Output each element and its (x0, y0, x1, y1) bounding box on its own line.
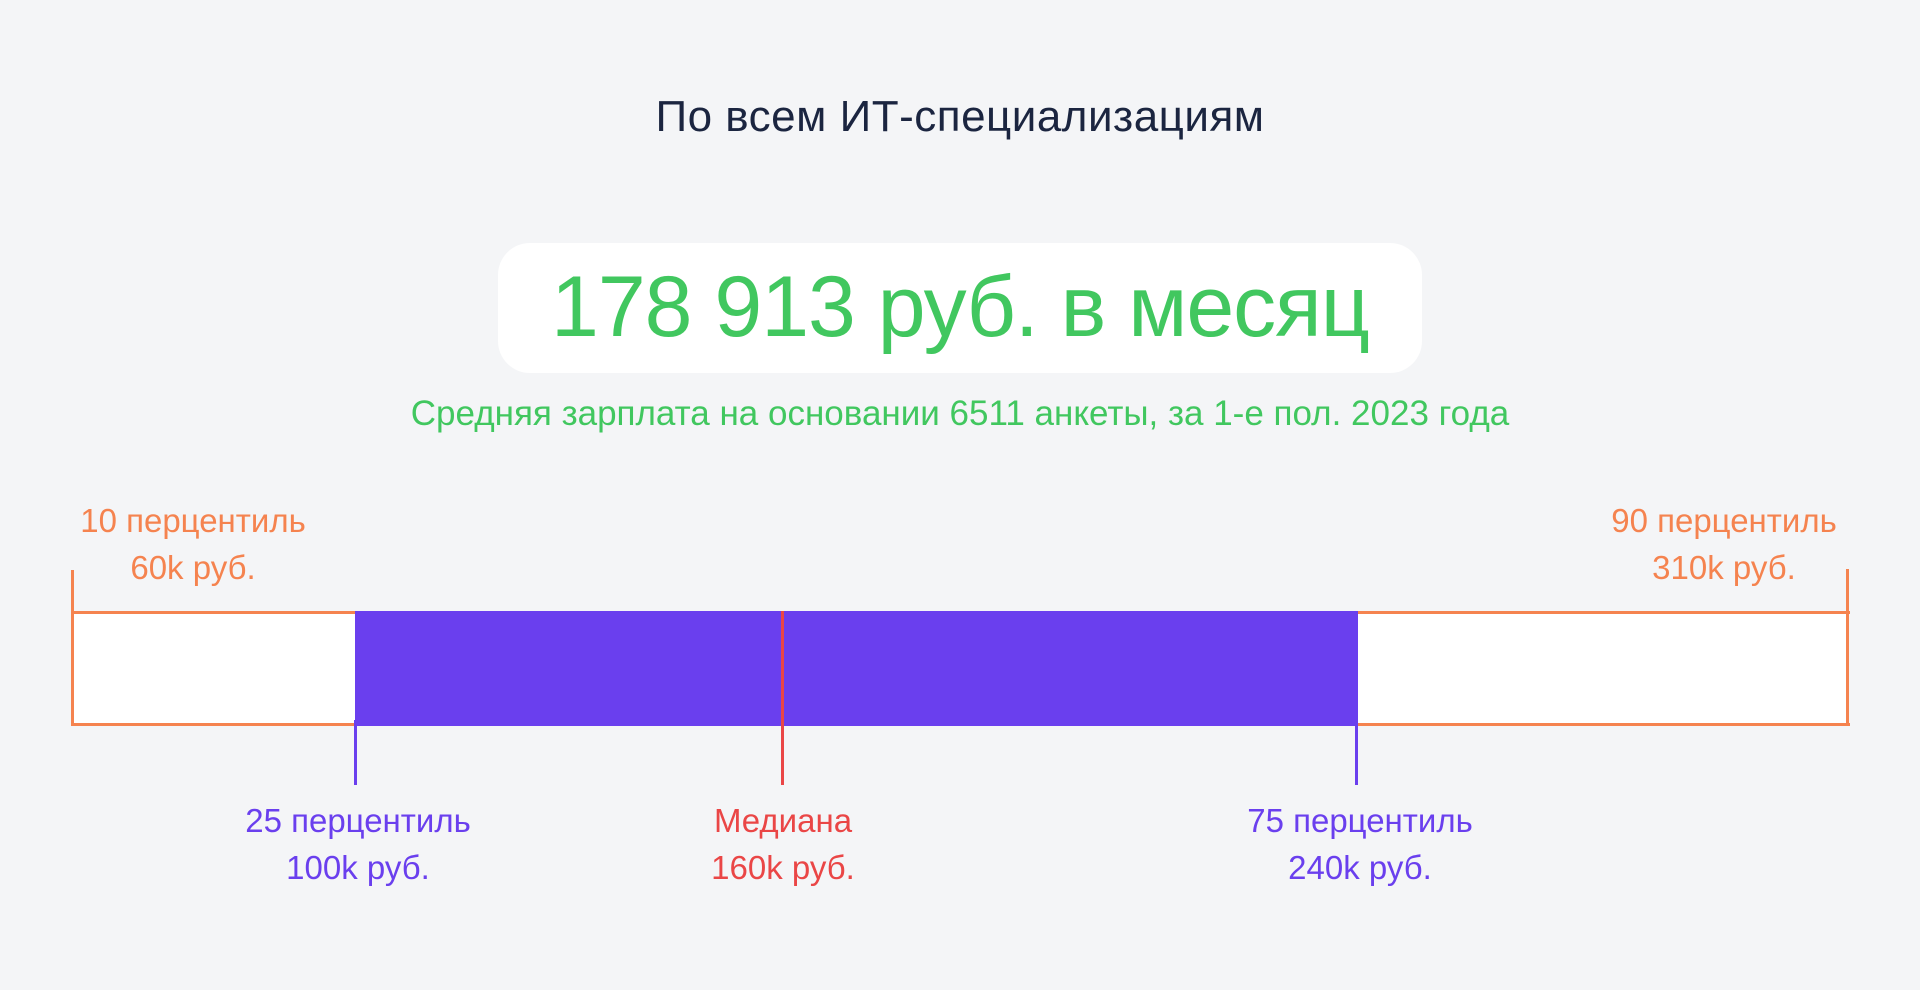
p25-label: 25 перцентиль 100k руб. (178, 797, 538, 891)
page-title: По всем ИТ-специализациям (655, 92, 1265, 141)
p75-label-value: 240k руб. (1288, 849, 1432, 886)
p90-label-value: 310k руб. (1652, 549, 1796, 586)
p90-tick (1846, 569, 1849, 726)
p10-tick (71, 570, 74, 726)
mean-salary-card (498, 243, 1422, 373)
p10-label-name: 10 перцентиль (80, 502, 306, 539)
p10-label-value: 60k руб. (130, 549, 256, 586)
p90-label: 90 перцентиль 310k руб. (1544, 497, 1904, 591)
p75-label-name: 75 перцентиль (1247, 802, 1473, 839)
median-label-value: 160k руб. (711, 849, 855, 886)
p75-label: 75 перцентиль 240k руб. (1180, 797, 1540, 891)
mean-salary-caption: Средняя зарплата на основании 6511 анкет… (410, 394, 1510, 433)
median-line (781, 611, 784, 785)
median-label-name: Медиана (713, 802, 853, 839)
median-label: Медиана 160k руб. (603, 797, 963, 891)
iqr-box (355, 611, 1358, 726)
p75-tick (1355, 720, 1358, 785)
p90-label-name: 90 перцентиль (1611, 502, 1837, 539)
p10-label: 10 перцентиль 60k руб. (13, 497, 373, 591)
p25-label-value: 100k руб. (286, 849, 430, 886)
p25-tick (354, 720, 357, 785)
p25-label-name: 25 перцентиль (245, 802, 471, 839)
mean-salary-value: 178 913 руб. в месяц (551, 259, 1370, 355)
